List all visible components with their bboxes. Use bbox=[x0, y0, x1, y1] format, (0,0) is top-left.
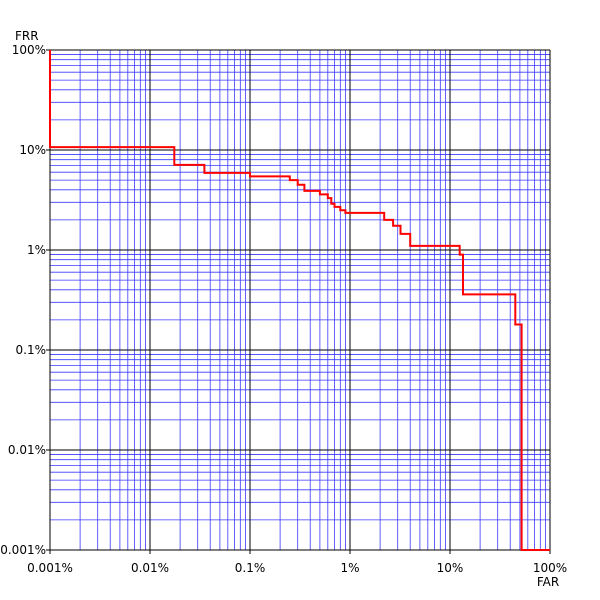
y-tick-labels: 0.001% 0.01% 0.1% 1% 10% 100% bbox=[0, 43, 46, 557]
y-tick-label: 0.001% bbox=[0, 543, 46, 557]
series-curves bbox=[49, 50, 550, 551]
major-grid bbox=[49, 49, 551, 551]
y-axis-label: FRR bbox=[15, 29, 39, 43]
y-tick-label: 100% bbox=[12, 43, 46, 57]
x-axis-label: FAR bbox=[537, 575, 559, 589]
x-tick-label: 1% bbox=[340, 561, 359, 575]
y-tick-label: 1% bbox=[27, 243, 46, 257]
x-tick-label: 0.01% bbox=[131, 561, 169, 575]
y-tick-label: 0.1% bbox=[16, 343, 47, 357]
plot-background bbox=[50, 50, 550, 550]
x-tick-label: 10% bbox=[437, 561, 464, 575]
x-tick-labels: 0.001% 0.01% 0.1% 1% 10% 100% bbox=[27, 561, 567, 575]
axis-ticks bbox=[46, 49, 551, 554]
det-curve bbox=[49, 50, 550, 551]
x-tick-label: 0.001% bbox=[27, 561, 73, 575]
minor-grid bbox=[50, 50, 550, 550]
y-tick-label: 10% bbox=[19, 143, 46, 157]
y-tick-label: 0.01% bbox=[8, 443, 46, 457]
x-tick-label: 0.1% bbox=[235, 561, 266, 575]
x-tick-label: 100% bbox=[533, 561, 567, 575]
